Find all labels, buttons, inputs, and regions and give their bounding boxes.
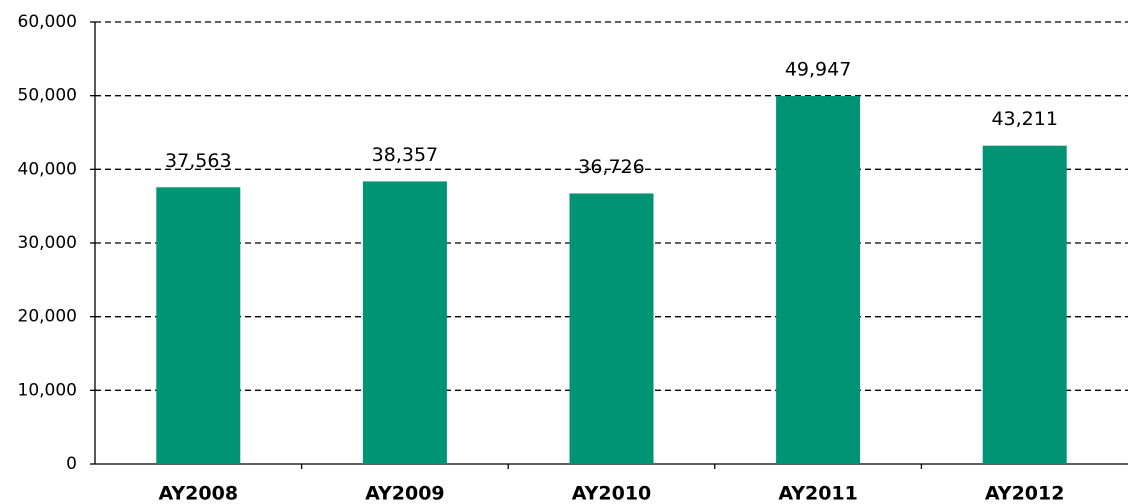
data-label: 43,211 bbox=[991, 108, 1057, 130]
bar bbox=[569, 193, 654, 465]
x-tick-label: AY2011 bbox=[778, 483, 858, 504]
y-tick-label: 0 bbox=[66, 454, 77, 474]
x-tick-label: AY2009 bbox=[365, 483, 445, 504]
y-tick-label: 10,000 bbox=[18, 380, 77, 400]
data-label: 36,726 bbox=[578, 156, 644, 178]
y-tick-label: 50,000 bbox=[18, 86, 77, 106]
data-label: 49,947 bbox=[785, 59, 851, 81]
y-tick-label: 60,000 bbox=[18, 12, 77, 32]
bar bbox=[776, 96, 861, 464]
bar bbox=[156, 187, 241, 465]
data-label: 37,563 bbox=[165, 150, 231, 172]
x-tick-label: AY2010 bbox=[572, 483, 652, 504]
y-tick-label: 40,000 bbox=[18, 159, 77, 179]
y-tick-label: 20,000 bbox=[18, 307, 77, 327]
bar bbox=[982, 145, 1067, 465]
x-tick-label: AY2012 bbox=[985, 483, 1065, 504]
y-tick-label: 30,000 bbox=[18, 233, 77, 253]
x-tick-label: AY2008 bbox=[159, 483, 239, 504]
bar bbox=[362, 181, 447, 464]
data-label: 38,357 bbox=[372, 144, 438, 166]
